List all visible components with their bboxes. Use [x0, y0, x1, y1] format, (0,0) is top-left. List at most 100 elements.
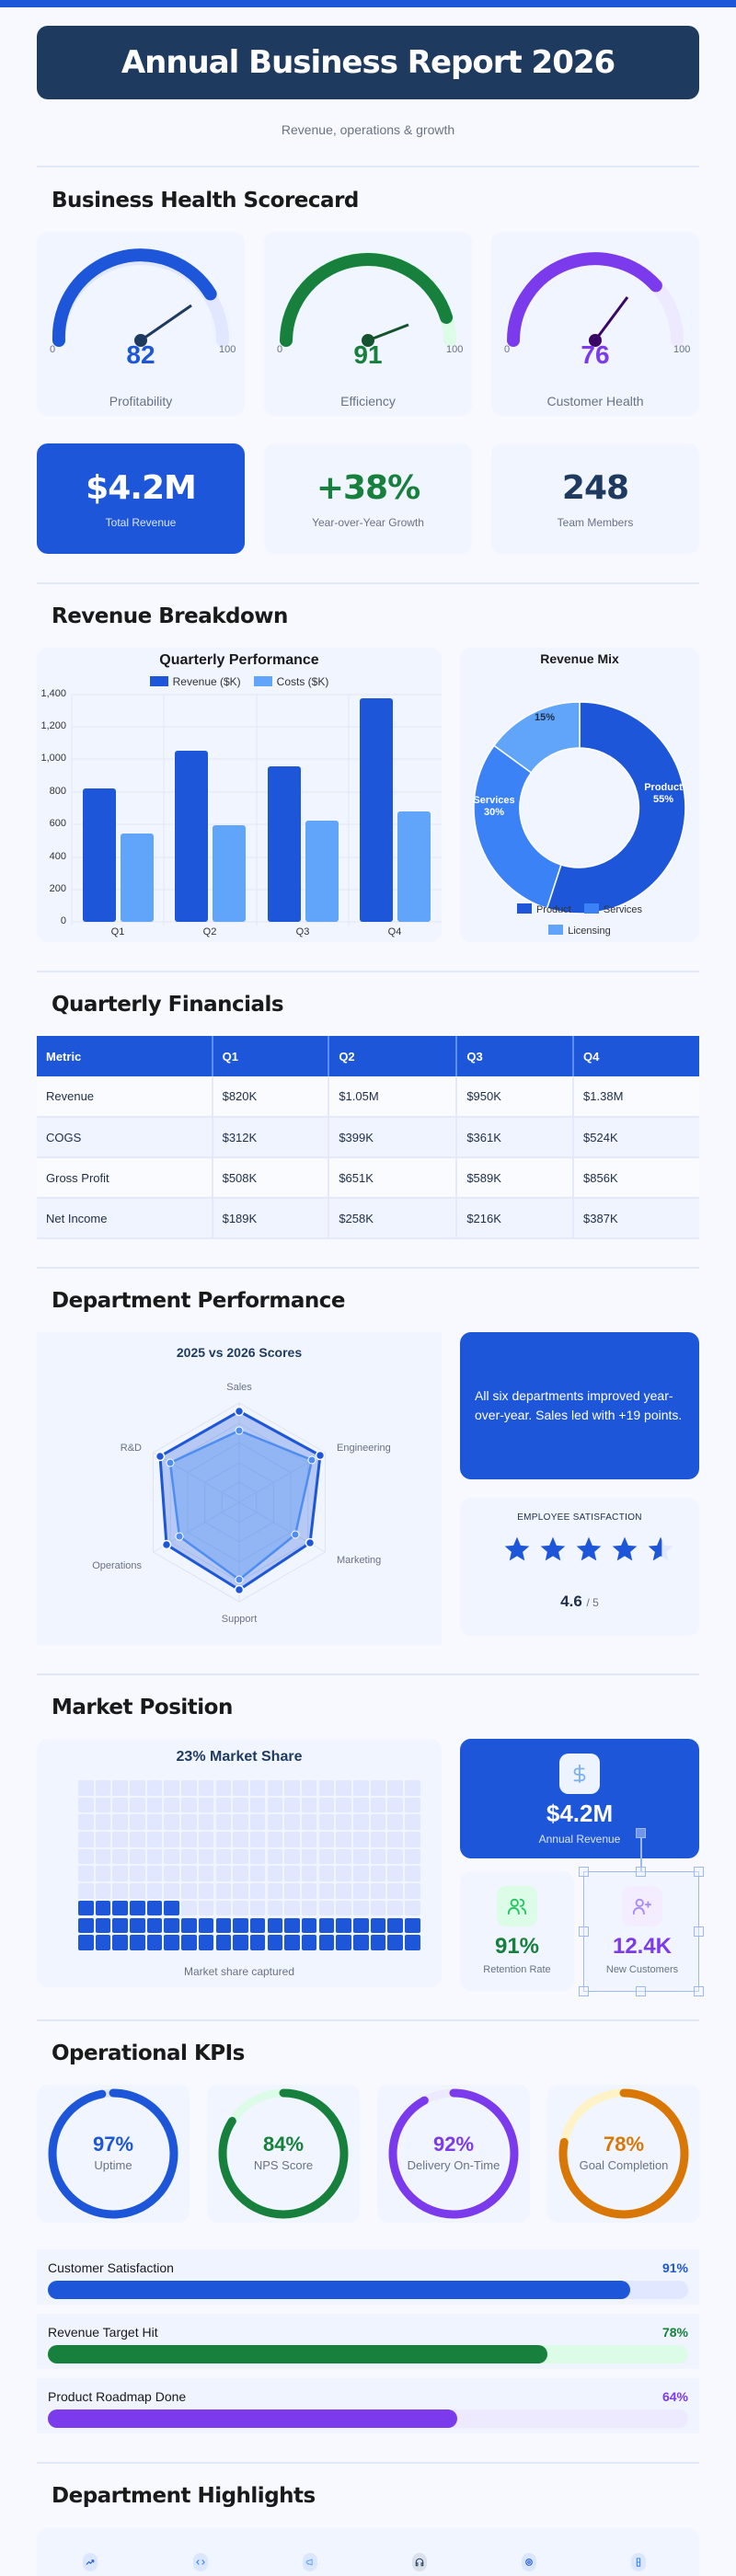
waffle-cell [318, 1935, 335, 1950]
waffle-cell [301, 1900, 317, 1916]
waffle-cell [405, 1935, 420, 1950]
waffle-cell [112, 1866, 128, 1881]
waffle-cell [78, 1797, 94, 1813]
waffle-cell [130, 1917, 145, 1933]
stat-value: +38% [316, 468, 420, 507]
waffle-cell [181, 1832, 197, 1847]
waffle-cell [198, 1848, 214, 1865]
resize-handle-e[interactable] [694, 1926, 704, 1937]
waffle-cell [95, 1780, 111, 1796]
waffle-cell [95, 1935, 111, 1950]
gauge-label: Efficiency [340, 394, 396, 408]
slice-label-services: Services 30% [473, 795, 515, 818]
legend-item-licensing: Licensing [548, 925, 611, 937]
waffle-cell [130, 1883, 145, 1899]
star-icon [576, 1536, 602, 1561]
waffle-cell [370, 1917, 386, 1933]
radar-axis-label: Marketing [337, 1555, 382, 1566]
section-title-kpis: Operational KPIs [52, 2041, 245, 2065]
waffle-cell [267, 1814, 283, 1830]
retention-label: Retention Rate [483, 1964, 551, 1975]
waffle-cell [233, 1917, 248, 1933]
waffle-cell [249, 1900, 266, 1916]
waffle-cell [336, 1780, 351, 1796]
donut-chart [473, 701, 686, 914]
resize-handle-s[interactable] [636, 1986, 646, 1996]
waffle-cell [267, 1780, 283, 1796]
waffle-cell [164, 1935, 179, 1950]
waffle-caption: Market share captured [183, 1965, 295, 1978]
radar-axis-label: Operations [92, 1560, 142, 1571]
waffle-cell [78, 1866, 94, 1881]
waffle-cell [318, 1883, 335, 1899]
waffle-cell [233, 1900, 248, 1916]
waffle-cell [353, 1935, 369, 1950]
waffle-cell [284, 1848, 300, 1865]
waffle-cell [301, 1780, 317, 1796]
rotation-handle[interactable] [636, 1828, 646, 1838]
waffle-cell [318, 1832, 335, 1847]
waffle-cell [370, 1900, 386, 1916]
waffle-cell [336, 1814, 351, 1830]
column-header: Q2 [328, 1036, 458, 1076]
waffle-cell [301, 1935, 317, 1950]
waffle-cell [318, 1900, 335, 1916]
waffle-cell [233, 1797, 248, 1813]
waffle-cell [130, 1797, 145, 1813]
star-icon [540, 1536, 566, 1561]
gauge-label: Customer Health [546, 394, 644, 408]
progress-value: 64% [661, 2389, 688, 2404]
waffle-cell [95, 1917, 111, 1933]
waffle-cell [370, 1848, 386, 1865]
gauge-card-efficiency: 0 100 91 Efficiency [264, 232, 472, 416]
waffle-cell [181, 1935, 197, 1950]
gauge-max-label: 100 [219, 344, 236, 355]
satisfaction-score: 4.6 / 5 [560, 1593, 599, 1610]
waffle-cell [284, 1917, 300, 1933]
new-customers-value: 12.4K [612, 1934, 673, 1959]
star-icon [612, 1536, 638, 1561]
waffle-cell [387, 1866, 403, 1881]
progress-label: Customer Satisfaction [48, 2260, 174, 2275]
waffle-cell [95, 1814, 111, 1830]
resize-handle-sw[interactable] [579, 1986, 589, 1996]
kpi-ring-uptime [48, 2088, 178, 2219]
waffle-cell [301, 1917, 317, 1933]
waffle-cell [215, 1917, 231, 1933]
legend-item-revenue: Revenue ($K) [149, 675, 241, 688]
satisfaction-title: EMPLOYEE SATISFACTION [517, 1512, 642, 1523]
progress-customer-satisfaction: Customer Satisfaction 91% [37, 2249, 699, 2305]
resize-handle-n[interactable] [636, 1867, 646, 1877]
stat-label: Team Members [557, 515, 634, 529]
employee-satisfaction-card: EMPLOYEE SATISFACTION 4.6 / 5 [460, 1498, 699, 1636]
waffle-cell [249, 1935, 266, 1950]
waffle-cell [405, 1848, 420, 1865]
waffle-cell [198, 1866, 214, 1881]
resize-handle-ne[interactable] [694, 1867, 704, 1877]
waffle-cell [181, 1883, 197, 1899]
waffle-cell [405, 1900, 420, 1916]
gauge-value: 76 [581, 340, 610, 369]
column-header: Q4 [573, 1036, 699, 1076]
users-icon [497, 1886, 537, 1926]
waffle-cell [301, 1814, 317, 1830]
trending-up-icon [83, 2553, 98, 2571]
waffle-cell [164, 1832, 179, 1847]
waffle-cell [130, 1866, 145, 1881]
waffle-cell [198, 1935, 214, 1950]
waffle-cell [95, 1832, 111, 1847]
section-title-scorecard: Business Health Scorecard [52, 189, 359, 213]
resize-handle-se[interactable] [694, 1986, 704, 1996]
column-header: Metric [37, 1036, 213, 1076]
waffle-cell [215, 1780, 231, 1796]
waffle-cell [336, 1935, 351, 1950]
section-title-highlights: Department Highlights [52, 2484, 316, 2508]
waffle-cell [215, 1797, 231, 1813]
waffle-cell [387, 1814, 403, 1830]
new-customers-card[interactable]: 12.4K New Customers [585, 1871, 699, 1991]
resize-handle-w[interactable] [579, 1926, 589, 1937]
divider [37, 1267, 699, 1269]
waffle-cell [249, 1797, 266, 1813]
resize-handle-nw[interactable] [579, 1867, 589, 1877]
waffle-cell [146, 1866, 163, 1881]
